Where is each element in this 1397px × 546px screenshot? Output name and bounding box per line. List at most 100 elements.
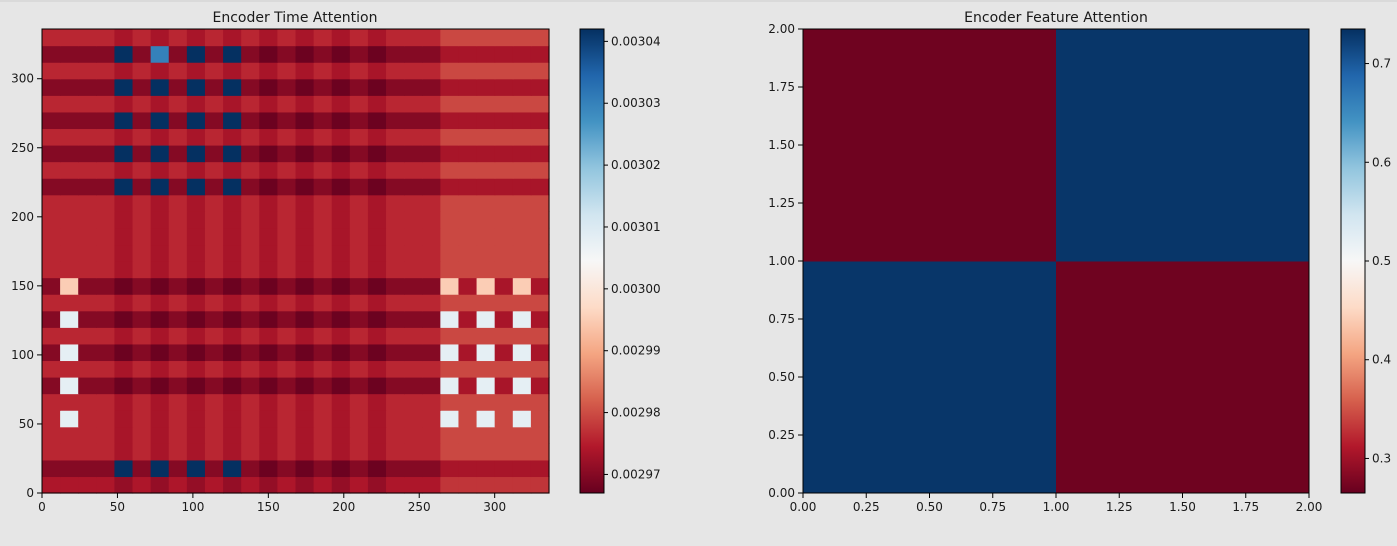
heatmap-cell — [1056, 261, 1310, 494]
heatmap-cell — [114, 227, 134, 246]
heatmap-cell — [42, 95, 61, 113]
heatmap-cell — [241, 161, 260, 179]
heatmap-cell — [458, 443, 478, 461]
x-tick-label: 1.75 — [1232, 500, 1259, 514]
heatmap-cell — [458, 343, 478, 362]
heatmap-cell — [60, 227, 79, 246]
heatmap-cell — [422, 128, 441, 146]
heatmap-cell — [223, 377, 242, 395]
x-tick-label: 0.75 — [979, 500, 1006, 514]
heatmap-cell — [114, 310, 134, 328]
heatmap-cell — [204, 410, 224, 428]
heatmap-cell — [530, 294, 550, 312]
heatmap-cell — [42, 261, 61, 279]
heatmap-cell — [422, 343, 441, 362]
heatmap-cell — [60, 62, 79, 80]
heatmap-cell — [494, 310, 514, 328]
heatmap-cell — [476, 128, 496, 146]
heatmap-cell — [114, 426, 134, 444]
heatmap-cell — [386, 111, 405, 130]
heatmap-cell — [114, 145, 134, 163]
heatmap-cell — [404, 360, 423, 378]
colorbar-tick-label: 0.00304 — [611, 34, 661, 48]
heatmap-cell — [96, 426, 116, 444]
heatmap-cell — [476, 227, 496, 246]
heatmap-cell — [223, 310, 242, 328]
heatmap-cell — [114, 476, 134, 494]
heatmap-cell — [96, 78, 116, 96]
heatmap-cell — [386, 62, 405, 80]
heatmap-cell — [114, 443, 134, 461]
heatmap-cell — [60, 244, 79, 262]
heatmap-cell — [494, 178, 514, 196]
heatmap-cell — [186, 277, 206, 295]
heatmap-cell — [168, 360, 188, 378]
heatmap-cell — [132, 45, 152, 63]
heatmap-cell — [42, 476, 61, 494]
heatmap-cell — [78, 459, 97, 478]
heatmap-cell — [530, 194, 550, 212]
heatmap-cell — [404, 459, 423, 478]
heatmap-cell — [386, 310, 405, 328]
heatmap-cell — [60, 145, 79, 163]
heatmap-cell — [223, 459, 242, 478]
heatmap-cell — [440, 211, 460, 229]
heatmap-cell — [530, 244, 550, 262]
heatmap-cell — [512, 194, 532, 212]
heatmap-cell — [114, 360, 134, 378]
heatmap-cell — [349, 377, 369, 395]
heatmap-cell — [512, 261, 532, 279]
heatmap-cell — [132, 426, 152, 444]
heatmap-cell — [422, 360, 441, 378]
heatmap-cell — [440, 29, 460, 47]
heatmap-cell — [96, 161, 116, 179]
heatmap-cell — [78, 178, 97, 196]
heatmap-cell — [241, 227, 260, 246]
heatmap-cell — [114, 261, 134, 279]
heatmap-cell — [530, 443, 550, 461]
heatmap-cell — [132, 111, 152, 130]
heatmap-cell — [204, 178, 224, 196]
heatmap-cell — [241, 360, 260, 378]
heatmap-cell — [331, 277, 351, 295]
heatmap-cell — [150, 426, 170, 444]
heatmap-cell — [440, 178, 460, 196]
heatmap-cell — [241, 145, 260, 163]
y-tick-label: 0.25 — [768, 428, 795, 442]
heatmap-cell — [204, 145, 224, 163]
heatmap-cell — [440, 476, 460, 494]
heatmap-cell — [331, 62, 351, 80]
heatmap-cell — [422, 476, 441, 494]
x-tick-label: 0.50 — [916, 500, 943, 514]
heatmap-cell — [440, 161, 460, 179]
heatmap-cell — [150, 393, 170, 411]
heatmap-cell — [96, 360, 116, 378]
heatmap-cell — [476, 327, 496, 345]
heatmap-cell — [204, 443, 224, 461]
heatmap-cell — [386, 211, 405, 229]
heatmap-cell — [494, 128, 514, 146]
heatmap-cell — [530, 277, 550, 295]
heatmap-cell — [150, 145, 170, 163]
heatmap-cell — [512, 459, 532, 478]
heatmap-cell — [241, 327, 260, 345]
heatmap-cell — [78, 95, 97, 113]
heatmap-cell — [313, 62, 333, 80]
heatmap-cell — [530, 343, 550, 362]
heatmap-cell — [78, 244, 97, 262]
heatmap-cell — [42, 277, 61, 295]
heatmap-cell — [186, 343, 206, 362]
heatmap-cell — [458, 360, 478, 378]
heatmap-cell — [150, 476, 170, 494]
heatmap-cell — [241, 261, 260, 279]
heatmap-cell — [349, 78, 369, 96]
heatmap-cell — [367, 178, 387, 196]
heatmap-cell — [367, 145, 387, 163]
heatmap-cell — [331, 128, 351, 146]
heatmap-cell — [295, 310, 315, 328]
heatmap-cell — [259, 327, 278, 345]
heatmap-cell — [313, 327, 333, 345]
colorbar-tick-label: 0.5 — [1372, 254, 1391, 268]
heatmap-cell — [78, 111, 97, 130]
heatmap-cell — [404, 62, 423, 80]
